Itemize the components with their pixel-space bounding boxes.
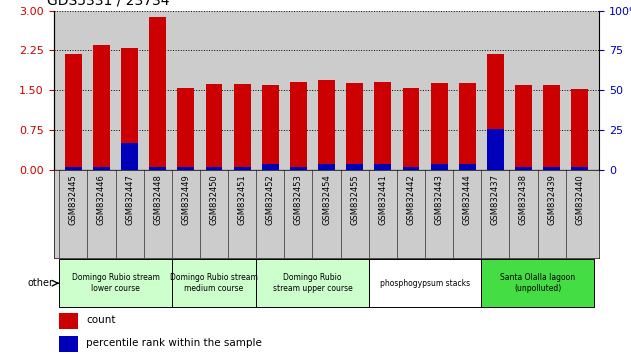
Bar (487, 129, 504, 170)
Bar (150, 167, 166, 170)
Bar (346, 83, 363, 170)
Bar (374, 164, 391, 170)
Text: GSM832441: GSM832441 (379, 174, 387, 225)
Text: percentile rank within the sample: percentile rank within the sample (86, 338, 262, 348)
Bar (571, 89, 588, 170)
Bar (150, 17, 166, 170)
Text: GSM832446: GSM832446 (97, 174, 106, 225)
Bar (177, 167, 194, 170)
Text: Domingo Rubio stream
lower course: Domingo Rubio stream lower course (71, 274, 160, 293)
Bar (206, 84, 223, 170)
Text: GSM832439: GSM832439 (547, 174, 556, 225)
Bar (430, 84, 447, 170)
Text: GSM832440: GSM832440 (575, 174, 584, 225)
Text: Santa Olalla lagoon
(unpolluted): Santa Olalla lagoon (unpolluted) (500, 274, 575, 293)
Bar (515, 85, 532, 170)
Bar (121, 143, 138, 170)
Text: GSM832447: GSM832447 (125, 174, 134, 225)
Bar (290, 82, 307, 170)
Bar (481, 259, 594, 307)
Bar (65, 167, 82, 170)
Bar (374, 82, 391, 170)
Text: GSM832452: GSM832452 (266, 174, 274, 225)
Bar (233, 167, 251, 170)
Bar (318, 164, 335, 170)
Bar (369, 259, 481, 307)
Bar (346, 164, 363, 170)
Bar (543, 167, 560, 170)
Bar (93, 167, 110, 170)
Bar (318, 80, 335, 170)
Text: GSM832437: GSM832437 (491, 174, 500, 225)
Bar (93, 45, 110, 170)
Text: GSM832442: GSM832442 (406, 174, 415, 225)
Bar (172, 259, 256, 307)
Bar (459, 164, 476, 170)
Bar (177, 88, 194, 170)
Text: GSM832450: GSM832450 (209, 174, 218, 225)
Text: GDS5331 / 23734: GDS5331 / 23734 (47, 0, 170, 7)
Text: phosphogypsum stacks: phosphogypsum stacks (380, 279, 470, 288)
Bar (59, 313, 78, 329)
Bar (59, 336, 78, 352)
Text: GSM832454: GSM832454 (322, 174, 331, 225)
Bar (262, 85, 279, 170)
Text: GSM832448: GSM832448 (153, 174, 162, 225)
Text: GSM832443: GSM832443 (435, 174, 444, 225)
Bar (233, 84, 251, 170)
Bar (515, 167, 532, 170)
Bar (65, 54, 82, 170)
Bar (290, 167, 307, 170)
Text: Domingo Rubio
stream upper course: Domingo Rubio stream upper course (273, 274, 352, 293)
Text: GSM832445: GSM832445 (69, 174, 78, 225)
Bar (403, 167, 420, 170)
Bar (430, 164, 447, 170)
Text: GSM832449: GSM832449 (181, 174, 191, 225)
Text: Domingo Rubio stream
medium course: Domingo Rubio stream medium course (170, 274, 258, 293)
Text: GSM832444: GSM832444 (463, 174, 472, 225)
Bar (121, 48, 138, 170)
Bar (459, 84, 476, 170)
Text: other: other (27, 278, 53, 288)
Bar (543, 85, 560, 170)
Bar (262, 164, 279, 170)
Bar (256, 259, 369, 307)
Text: count: count (86, 315, 116, 325)
Text: GSM832438: GSM832438 (519, 174, 528, 225)
Bar (571, 167, 588, 170)
Text: GSM832451: GSM832451 (238, 174, 247, 225)
Bar (206, 167, 223, 170)
Bar (403, 88, 420, 170)
Text: GSM832453: GSM832453 (294, 174, 303, 225)
Text: GSM832455: GSM832455 (350, 174, 359, 225)
Bar (59, 259, 172, 307)
Bar (487, 53, 504, 170)
